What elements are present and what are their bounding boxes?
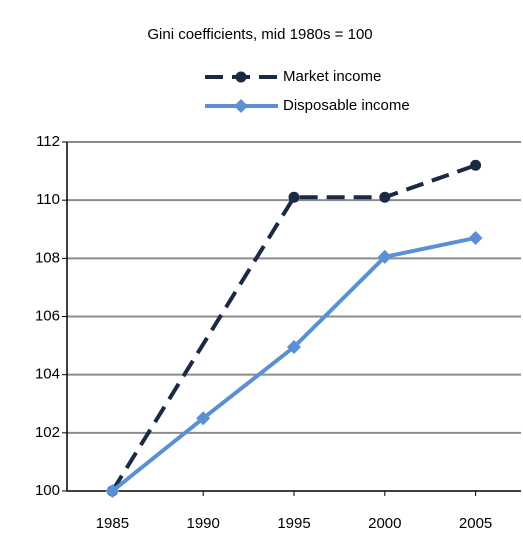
data-point (377, 249, 392, 264)
data-point (470, 159, 482, 171)
y-tick-label: 108 (35, 249, 60, 266)
data-point (105, 484, 120, 498)
x-tick-label: 1995 (277, 515, 310, 532)
legend-marker (235, 71, 247, 83)
x-tick-label: 1990 (187, 515, 220, 532)
x-tick-label: 2005 (459, 515, 492, 532)
data-point (379, 191, 391, 203)
data-point (288, 191, 300, 203)
data-point (196, 411, 211, 426)
x-tick-label: 1985 (96, 515, 129, 532)
series-line (110, 163, 477, 493)
legend-label: Market income (283, 68, 381, 85)
x-tick-label: 2000 (368, 515, 401, 532)
chart-title: Gini coefficients, mid 1980s = 100 (147, 26, 372, 43)
y-tick-label: 106 (35, 307, 60, 324)
y-tick-label: 112 (36, 133, 60, 150)
y-tick-label: 110 (36, 191, 60, 208)
y-tick-label: 104 (35, 366, 60, 383)
legend-label: Disposable income (283, 97, 410, 114)
series-line (111, 236, 477, 493)
y-tick-label: 102 (35, 424, 60, 441)
legend-marker (234, 99, 248, 113)
data-point (287, 340, 301, 355)
data-point (468, 230, 483, 245)
y-tick-label: 100 (35, 482, 60, 499)
